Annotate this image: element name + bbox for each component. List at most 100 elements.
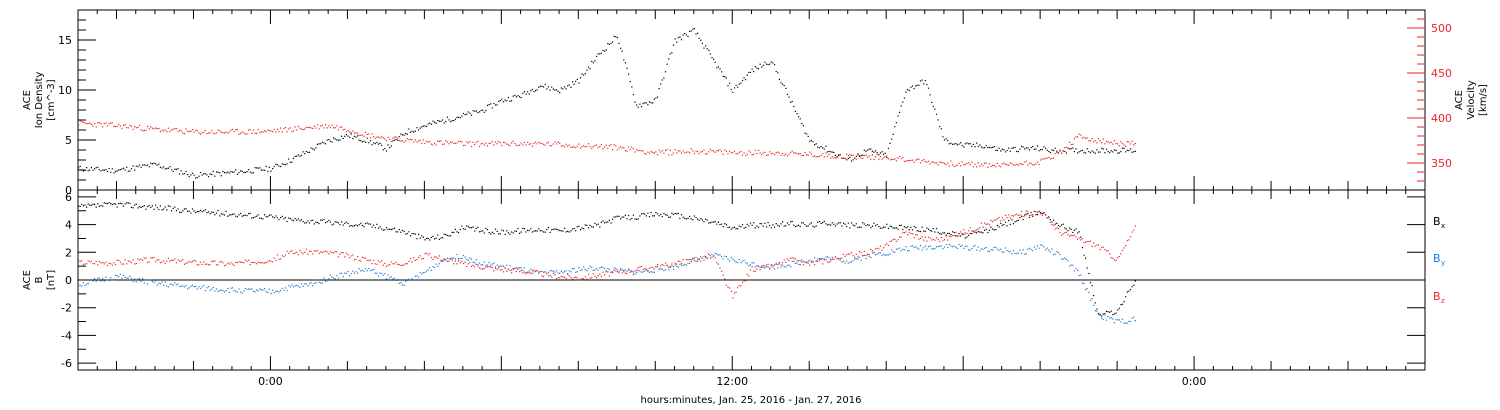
density-point [477, 112, 479, 114]
bz-point [911, 233, 914, 235]
by-point [831, 256, 833, 259]
by-point [515, 267, 517, 269]
density-point [677, 37, 679, 39]
by-point [267, 292, 269, 294]
density-point [891, 138, 893, 140]
velocity-point [931, 161, 933, 163]
by-point [387, 274, 389, 276]
velocity-point [568, 144, 570, 146]
velocity-point [387, 136, 389, 138]
velocity-point [225, 131, 227, 133]
density-point [357, 135, 359, 137]
density-point [312, 148, 314, 150]
bz-point [204, 263, 206, 265]
bz-point [568, 275, 570, 277]
velocity-point [794, 152, 796, 154]
by-point [520, 267, 522, 269]
density-point [130, 168, 133, 170]
velocity-point [1113, 140, 1116, 142]
velocity-point [393, 136, 396, 138]
velocity-point [1075, 136, 1077, 138]
by-point [150, 279, 152, 281]
bz-point [203, 261, 205, 263]
bx-point [701, 219, 703, 221]
bx-point [363, 226, 365, 228]
bx-point [839, 222, 841, 224]
bz-point [355, 258, 357, 260]
velocity-point [809, 151, 811, 153]
by-point [764, 267, 766, 269]
bz-point [195, 260, 197, 262]
bx-point [357, 225, 359, 227]
velocity-point [318, 128, 320, 130]
velocity-point [1081, 137, 1083, 139]
by-point [818, 257, 821, 260]
bz-point [1073, 234, 1075, 236]
velocity-point [883, 157, 885, 159]
bx-point [812, 225, 814, 227]
bz-point [284, 254, 287, 256]
velocity-point [570, 146, 572, 148]
by-point [916, 247, 918, 249]
bz-point [547, 271, 549, 273]
by-point [1107, 315, 1109, 317]
by-point [106, 279, 109, 281]
velocity-point [204, 129, 206, 132]
bz-point [1109, 253, 1111, 255]
velocity-point [421, 142, 423, 144]
density-point [956, 144, 958, 146]
density-point [551, 86, 553, 88]
velocity-point [320, 125, 322, 127]
velocity-point [240, 132, 242, 134]
bz-point [299, 249, 301, 252]
bx-point [1094, 302, 1096, 304]
density-point [573, 83, 575, 85]
density-point [171, 169, 173, 171]
velocity-point [499, 142, 501, 144]
bz-point [756, 268, 758, 270]
velocity-point [748, 150, 750, 152]
velocity-point [791, 150, 793, 152]
bx-point [98, 205, 100, 207]
by-point [454, 258, 456, 260]
density-point [1075, 148, 1077, 150]
by-point [1012, 250, 1015, 252]
by-point [562, 272, 564, 274]
bz-point [156, 259, 158, 261]
bz-point [878, 248, 880, 250]
bx-point [911, 229, 914, 231]
bz-point [663, 264, 665, 267]
by-point [308, 282, 311, 285]
bx-point [961, 233, 963, 235]
bottom-left-tick-label: 6 [65, 191, 72, 204]
density-point [785, 87, 787, 89]
bx-point [520, 231, 522, 233]
by-point [203, 285, 205, 287]
velocity-point [1083, 136, 1085, 138]
bx-point [618, 215, 620, 217]
by-point [190, 285, 192, 288]
bz-point [616, 271, 618, 273]
by-point [719, 254, 721, 256]
by-point [509, 265, 511, 267]
velocity-point [315, 127, 317, 129]
bx-point [1078, 231, 1080, 233]
density-point [1113, 149, 1116, 151]
bx-point [262, 218, 264, 220]
by-point [570, 271, 572, 273]
density-point [570, 86, 572, 88]
density-point [924, 80, 926, 82]
by-point [124, 276, 126, 278]
density-point [714, 61, 716, 63]
bz-point [477, 265, 479, 267]
bx-point [323, 218, 325, 221]
bx-point [689, 215, 691, 218]
density-point [583, 74, 585, 76]
by-point [1056, 250, 1058, 253]
top-left-tick-label: 10 [58, 84, 72, 97]
bz-point [238, 261, 240, 263]
velocity-point [461, 141, 463, 143]
density-point [716, 67, 718, 69]
bx-point [867, 224, 869, 226]
velocity-point [629, 148, 631, 151]
